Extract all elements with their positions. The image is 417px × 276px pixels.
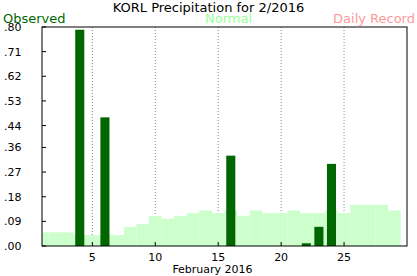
background (0, 0, 417, 276)
x-tick (344, 242, 345, 246)
x-tick-label: 10 (148, 251, 162, 264)
x-tick-label: 20 (274, 251, 288, 264)
x-tick-label: 25 (337, 251, 351, 264)
bar (187, 213, 200, 246)
y-tick-label: .53 (4, 95, 22, 108)
bar (226, 156, 235, 246)
y-tick (42, 221, 46, 222)
bar (199, 210, 212, 246)
bar (149, 216, 162, 246)
bar (237, 216, 250, 246)
bar (314, 227, 323, 246)
bar (100, 117, 109, 246)
y-tick (42, 27, 46, 28)
bar (363, 205, 376, 246)
bar (42, 246, 47, 247)
y-tick (42, 196, 46, 197)
bar (162, 219, 175, 246)
bar (327, 164, 336, 246)
bar (124, 227, 137, 246)
y-tick-label: .18 (4, 191, 22, 204)
bar (262, 213, 275, 246)
y-tick-label: .36 (4, 141, 22, 154)
grid-line (92, 27, 93, 246)
marks (42, 27, 401, 246)
y-tick-label: .44 (4, 120, 22, 133)
bar (275, 213, 288, 246)
y-tick (42, 172, 46, 173)
x-axis-label: February 2016 (172, 263, 252, 276)
bar (75, 30, 84, 246)
y-tick (42, 100, 46, 101)
x-tick (218, 242, 219, 246)
bar (174, 216, 187, 246)
bar (313, 213, 326, 246)
y-tick (42, 246, 46, 247)
bar (42, 232, 48, 246)
bar (61, 232, 74, 246)
bar (287, 210, 300, 246)
bar (212, 213, 225, 246)
legend-entry: Daily Record (333, 11, 415, 26)
bar (388, 210, 401, 246)
bar (338, 213, 351, 246)
y-tick-label: .00 (4, 240, 22, 253)
bar (350, 205, 363, 246)
x-tick-label: 5 (89, 251, 96, 264)
y-tick (42, 76, 46, 77)
y-tick (42, 51, 46, 52)
bar (86, 235, 99, 246)
y-tick (42, 147, 46, 148)
plot-frame (42, 27, 407, 246)
bar (136, 224, 149, 246)
x-tick (155, 242, 156, 246)
bar (48, 232, 61, 246)
bar (376, 205, 389, 246)
bar (250, 210, 263, 246)
bar (300, 213, 313, 246)
grid-line (155, 27, 156, 246)
y-tick-label: .80 (4, 21, 22, 34)
y-tick (42, 125, 46, 126)
y-tick-label: .62 (4, 70, 22, 83)
x-tick (92, 242, 93, 246)
legend-entry: Normal (205, 11, 252, 26)
x-tick (281, 242, 282, 246)
y-tick-label: .71 (4, 46, 22, 59)
y-tick-label: .27 (4, 166, 22, 179)
chart: KORL Precipitation for 2/2016ObservedNor… (0, 0, 417, 276)
bar (111, 235, 124, 246)
y-tick-label: .09 (4, 215, 22, 228)
